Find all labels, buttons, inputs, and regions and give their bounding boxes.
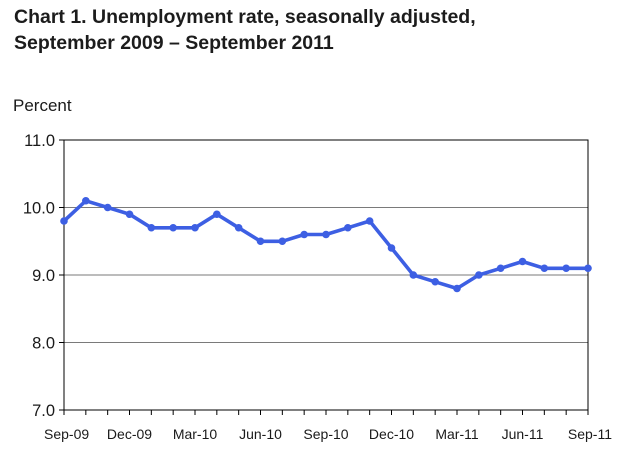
data-point (344, 223, 352, 232)
y-axis-ticks: 7.0 8.0 9.0 10.0 11.0 (23, 132, 64, 420)
x-tick-label: Sep-11 (568, 426, 612, 442)
data-point (169, 223, 177, 232)
data-point (147, 223, 156, 232)
x-tick-label: Sep-10 (303, 426, 348, 442)
data-point (300, 230, 308, 239)
chart-title-line-1: Chart 1. Unemployment rate, seasonally a… (14, 6, 476, 28)
data-point (278, 237, 287, 246)
data-point (125, 210, 134, 219)
x-tick-label: Sep-09 (44, 426, 89, 442)
y-tick-label: 11.0 (24, 132, 55, 150)
x-axis-ticks: Sep-09 Dec-09 Mar-10 Jun-10 Sep-10 Dec-10 Mar-… (44, 410, 612, 442)
x-tick-label: Jun-10 (239, 426, 282, 442)
data-point (409, 271, 418, 279)
y-tick-label: 9.0 (32, 267, 55, 285)
data-point (191, 223, 199, 232)
y-axis-label: Percent (13, 96, 72, 115)
x-tick-label: Jun-11 (502, 426, 544, 442)
x-tick-label: Mar-11 (435, 426, 479, 442)
data-point (540, 264, 549, 273)
data-point (256, 237, 265, 246)
data-point (562, 264, 570, 273)
data-point (431, 277, 439, 286)
x-tick-label: Dec-10 (369, 426, 414, 442)
y-tick-label: 10.0 (23, 200, 55, 218)
data-point (496, 264, 505, 273)
data-point (234, 223, 243, 232)
data-point (103, 203, 112, 212)
data-point (518, 257, 527, 266)
data-point (322, 230, 330, 239)
chart-title-line-2: September 2009 – September 2011 (14, 32, 334, 54)
series-group (60, 196, 592, 293)
y-tick-label: 8.0 (32, 335, 55, 353)
data-point (365, 217, 374, 225)
data-point (584, 264, 592, 273)
data-point (387, 244, 396, 252)
x-tick-label: Dec-09 (107, 426, 152, 442)
data-point (82, 196, 90, 205)
chart-title: Chart 1. Unemployment rate, seasonally a… (14, 4, 476, 56)
x-tick-label: Mar-10 (173, 426, 218, 442)
data-point (60, 217, 68, 225)
y-tick-label: 7.0 (32, 402, 55, 420)
data-point (453, 284, 461, 293)
data-point (213, 210, 221, 219)
data-point (475, 271, 483, 279)
gridlines (64, 207, 588, 343)
